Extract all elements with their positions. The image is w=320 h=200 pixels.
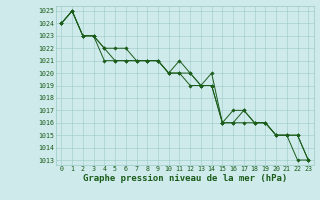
X-axis label: Graphe pression niveau de la mer (hPa): Graphe pression niveau de la mer (hPa) [83,174,287,183]
